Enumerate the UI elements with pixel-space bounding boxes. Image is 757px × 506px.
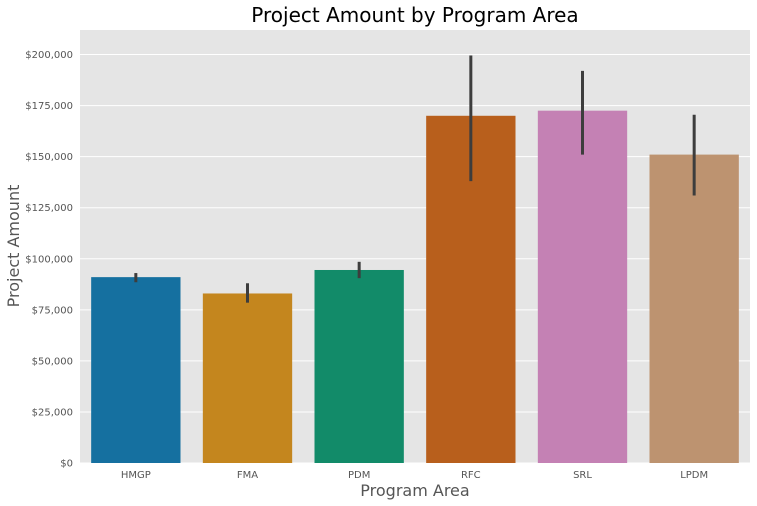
- x-tick-label: FMA: [237, 470, 258, 481]
- x-tick-label: SRL: [573, 470, 592, 481]
- plot-background: [80, 30, 750, 463]
- x-axis-title: Program Area: [360, 481, 469, 500]
- y-tick-label: $50,000: [32, 356, 73, 367]
- bar-fma: [202, 293, 293, 463]
- y-tick-label: $75,000: [32, 305, 73, 316]
- x-tick-label: HMGP: [121, 470, 151, 481]
- x-tick-labels: HMGP FMA PDM RFC SRL LPDM: [121, 470, 708, 481]
- y-tick-labels: $0 $25,000 $50,000 $75,000 $100,000 $125,000 $…: [25, 50, 73, 469]
- x-tick-label: PDM: [348, 470, 370, 481]
- y-tick-label: $175,000: [25, 101, 73, 112]
- y-tick-label: $125,000: [25, 203, 73, 214]
- y-tick-label: $0: [60, 459, 73, 470]
- y-tick-label: $100,000: [25, 254, 73, 265]
- bar-hmgp: [91, 277, 181, 463]
- y-tick-label: $25,000: [32, 407, 73, 418]
- bars: [91, 110, 739, 464]
- y-tick-label: $150,000: [25, 152, 73, 163]
- x-tick-label: RFC: [461, 470, 481, 481]
- error-bars: [134, 55, 696, 303]
- chart-title: Project Amount by Program Area: [251, 3, 578, 27]
- bar-lpdm: [649, 154, 739, 463]
- grid-lines: [80, 54, 750, 464]
- y-axis-title: Project Amount: [4, 185, 23, 308]
- y-tick-label: $200,000: [25, 50, 73, 61]
- bar-pdm: [314, 269, 404, 463]
- bar-srl: [537, 110, 628, 464]
- x-tick-label: LPDM: [680, 470, 708, 481]
